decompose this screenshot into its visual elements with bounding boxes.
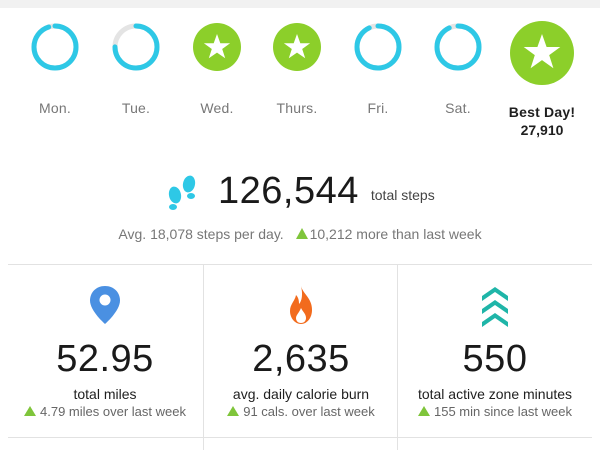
top-strip (0, 0, 600, 8)
avg-steps-text: Avg. 18,078 steps per day. (118, 226, 284, 242)
calories-delta: 91 cals. over last week (204, 404, 398, 419)
stat-card-miles[interactable]: 52.95 total miles 4.79 miles over last w… (8, 268, 202, 436)
active-zone-delta: 155 min since last week (398, 404, 592, 419)
active-zone-delta-text: 155 min since last week (433, 404, 572, 419)
total-steps-unit: total steps (370, 187, 435, 203)
active-zone-label: total active zone minutes (417, 386, 573, 402)
day-monday[interactable]: Mon. (15, 22, 95, 116)
day-tuesday[interactable]: Tue. (96, 22, 176, 116)
progress-ring-icon (354, 23, 402, 71)
weekly-day-rings: Mon. Tue. Wed. Thurs. Fri. (0, 21, 600, 147)
goal-star-icon (273, 23, 321, 71)
progress-ring-icon (31, 23, 79, 71)
miles-delta-text: 4.79 miles over last week (40, 404, 186, 419)
active-zone-chevrons-icon (482, 287, 508, 327)
grid-divider-vertical (203, 264, 204, 450)
location-pin-icon (90, 286, 120, 324)
day-label: Fri. (367, 100, 389, 116)
day-label: Sat. (445, 100, 471, 116)
calories-delta-text: 91 cals. over last week (243, 404, 375, 419)
total-steps-row: 126,544 total steps (162, 166, 435, 216)
goal-star-icon (510, 21, 574, 85)
day-wednesday[interactable]: Wed. (177, 22, 257, 116)
progress-ring-icon (434, 23, 482, 71)
flame-icon (290, 286, 312, 324)
day-friday[interactable]: Fri. (338, 22, 418, 116)
day-label: Mon. (39, 100, 71, 116)
day-saturday[interactable]: Sat. (418, 22, 498, 116)
day-label: Tue. (121, 100, 151, 116)
grid-divider-vertical (397, 264, 398, 450)
calories-label: avg. daily calorie burn (232, 386, 370, 402)
progress-ring-icon (112, 23, 160, 71)
best-day-steps: 27,910 (520, 122, 564, 138)
calories-value: 2,635 (252, 338, 350, 380)
miles-delta: 4.79 miles over last week (8, 404, 202, 419)
active-zone-value: 550 (462, 338, 528, 380)
miles-label: total miles (73, 386, 137, 402)
day-label: Thurs. (276, 100, 318, 116)
footsteps-icon (168, 175, 196, 210)
stat-card-active-zone[interactable]: 550 total active zone minutes 155 min si… (398, 268, 592, 436)
day-best[interactable]: Best Day! 27,910 (502, 21, 582, 138)
stat-card-calories[interactable]: 2,635 avg. daily calorie burn 91 cals. o… (204, 268, 398, 436)
grid-divider-bottom (8, 437, 592, 438)
day-thursday[interactable]: Thurs. (257, 22, 337, 116)
increase-triangle-icon (295, 228, 308, 239)
goal-star-icon (193, 23, 241, 71)
grid-divider-top (8, 264, 592, 265)
day-label: Wed. (200, 100, 234, 116)
increase-triangle-icon (227, 406, 240, 416)
steps-delta-text: 10,212 more than last week (309, 226, 482, 242)
miles-value: 52.95 (56, 338, 154, 380)
increase-triangle-icon (24, 406, 37, 416)
total-steps-value: 126,544 (218, 169, 359, 212)
steps-summary: Avg. 18,078 steps per day. 10,212 more t… (0, 226, 600, 242)
best-day-label: Best Day! (508, 104, 576, 120)
total-steps-section: 126,544 total steps Avg. 18,078 steps pe… (0, 166, 600, 246)
increase-triangle-icon (417, 406, 430, 416)
